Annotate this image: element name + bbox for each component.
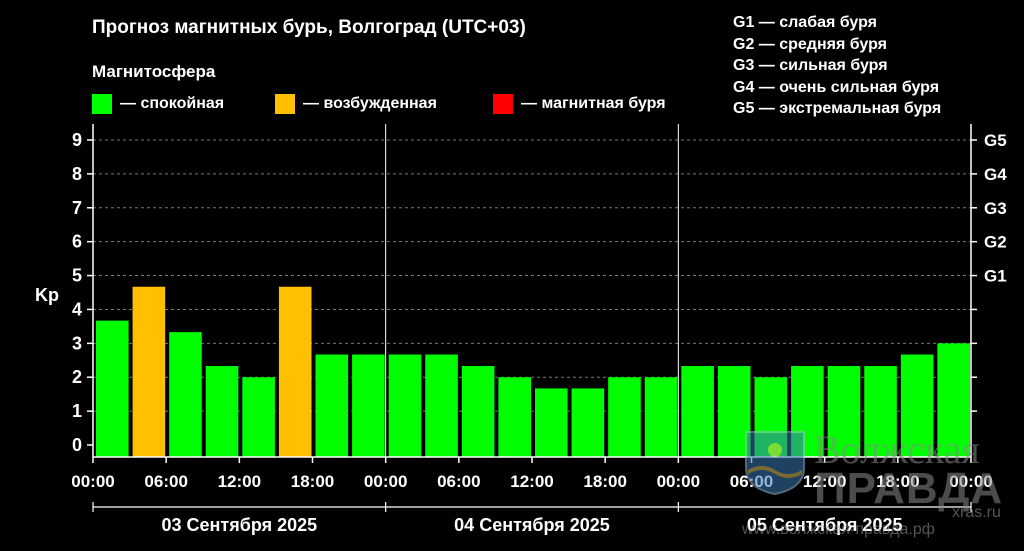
kp-bar: [864, 366, 897, 457]
watermark-brand: ПРАВДА: [814, 464, 1004, 513]
y-tick-label: 4: [72, 299, 82, 319]
kp-bar: [352, 354, 385, 457]
chart-title: Прогноз магнитных бурь, Волгоград (UTC+0…: [92, 17, 526, 38]
kp-bar: [388, 354, 422, 457]
x-tick-label: 00:00: [949, 472, 992, 491]
y-tick-label: 2: [72, 367, 82, 387]
x-tick-label: 00:00: [657, 472, 700, 491]
watermark: Волжская ПРАВДА xras.ru www.волжская-пра…: [742, 427, 1017, 543]
legend-item-excited: — возбужденная: [275, 94, 437, 114]
kp-bar: [498, 377, 531, 457]
g-scale-item: G3 — сильная буря: [733, 57, 888, 74]
legend-item-quiet: — спокойная: [92, 94, 224, 114]
y-tick-label: 3: [72, 333, 82, 353]
legend-item-storm: — магнитная буря: [493, 94, 666, 114]
kp-bar: [827, 366, 861, 457]
y-tick-label: 7: [72, 198, 82, 218]
legend-label-quiet: — спокойная: [120, 95, 225, 112]
kp-bar: [535, 388, 568, 457]
kp-bar: [278, 286, 312, 457]
x-tick-label: 12:00: [510, 472, 553, 491]
g-scale-item: G5 — экстремальная буря: [733, 100, 942, 117]
kp-bar: [242, 377, 275, 457]
y-tick-label: 5: [72, 266, 82, 286]
g-scale-label: G4: [984, 165, 1007, 184]
y-tick-label: 1: [72, 401, 82, 421]
watermark-site: www.волжская-правда.рф: [742, 521, 935, 538]
g-scale-label: G2: [984, 233, 1007, 252]
x-tick-label: 06:00: [144, 472, 187, 491]
y-tick-label: 9: [72, 130, 82, 150]
chart-subtitle: Магнитосфера: [92, 62, 216, 81]
day-label: 03 Сентября 2025: [162, 515, 318, 535]
kp-bar: [644, 377, 678, 457]
kp-bar: [937, 343, 970, 457]
g-scale-item: G1 — слабая буря: [733, 14, 878, 31]
g-scale-item: G2 — средняя буря: [733, 35, 887, 53]
x-tick-label: 06:00: [437, 472, 480, 491]
kp-bar: [169, 332, 202, 457]
y-tick-label: 6: [72, 232, 82, 252]
kp-bar: [315, 354, 349, 457]
g-scale-item: G4 — очень сильная буря: [733, 78, 940, 96]
legend-swatch-excited: [275, 94, 295, 114]
kp-bar: [571, 388, 605, 457]
legend-swatch-storm: [493, 94, 513, 114]
x-tick-label: 18:00: [583, 472, 626, 491]
g-scale-legend: G1 — слабая буря G2 — средняя буря G3 — …: [733, 12, 941, 120]
g-scale-label: G3: [984, 199, 1007, 218]
x-tick-label: 00:00: [364, 472, 407, 491]
g-scale-label: G1: [984, 267, 1007, 286]
x-tick-label: 18:00: [876, 472, 919, 491]
legend-label-excited: — возбужденная: [303, 95, 437, 112]
y-tick-label: 8: [72, 164, 82, 184]
x-tick-label: 12:00: [218, 472, 261, 491]
kp-bar: [608, 377, 641, 457]
legend-swatch-quiet: [92, 94, 112, 114]
x-tick-label: 00:00: [71, 472, 114, 491]
day-label: 05 Сентября 2025: [747, 515, 903, 535]
watermark-title: Волжская: [814, 427, 980, 472]
kp-bar: [132, 286, 166, 457]
emblem-icon: [745, 431, 805, 496]
kp-bar: [900, 354, 934, 457]
kp-bar: [96, 320, 129, 457]
kp-bar: [461, 366, 495, 457]
legend-label-storm: — магнитная буря: [521, 95, 666, 112]
watermark-source: xras.ru: [952, 504, 1001, 521]
y-tick-label: 0: [72, 435, 82, 455]
g-scale-label: G5: [984, 131, 1007, 150]
kp-bar: [425, 354, 458, 457]
day-label: 04 Сентября 2025: [454, 515, 610, 535]
x-tick-label: 12:00: [803, 472, 846, 491]
y-axis-label: Kp: [35, 285, 59, 305]
x-tick-label: 18:00: [291, 472, 334, 491]
kp-bar: [205, 366, 239, 457]
kp-bar: [681, 366, 714, 457]
